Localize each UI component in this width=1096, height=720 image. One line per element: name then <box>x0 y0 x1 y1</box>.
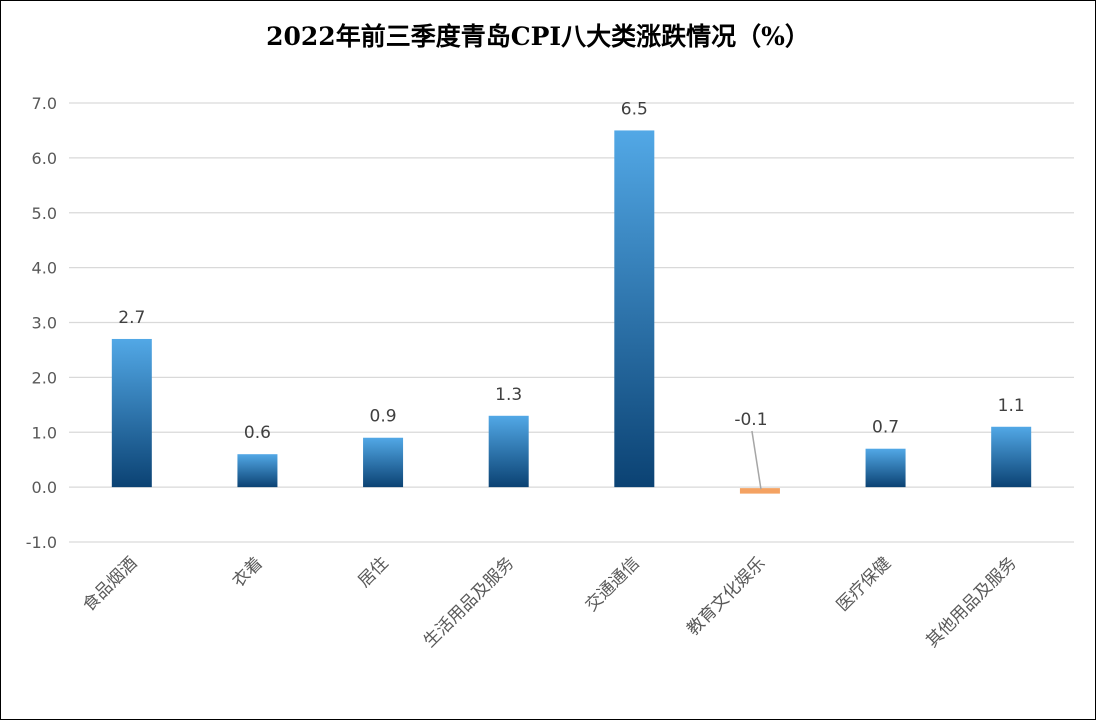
y-tick-label: 0.0 <box>32 478 57 497</box>
data-label: 1.1 <box>998 396 1025 416</box>
x-category-label: 衣着 <box>229 553 267 591</box>
bar <box>739 488 780 494</box>
data-label: 0.7 <box>872 418 899 438</box>
x-category-label: 医疗保健 <box>833 553 895 615</box>
data-label: 2.7 <box>118 308 145 328</box>
bar <box>237 454 278 488</box>
y-tick-label: 4.0 <box>32 259 57 278</box>
data-label: 1.3 <box>495 385 522 405</box>
data-label: 6.5 <box>621 99 648 119</box>
data-label: 0.9 <box>370 407 397 427</box>
x-category-label: 食品烟酒 <box>79 553 141 615</box>
bar <box>488 415 529 488</box>
y-tick-label: 6.0 <box>32 149 57 168</box>
y-tick-label: 2.0 <box>32 368 57 387</box>
x-category-label: 其他用品及服务 <box>922 553 1020 651</box>
y-tick-label: -1.0 <box>26 533 57 552</box>
x-category-label: 生活用品及服务 <box>420 553 518 651</box>
y-tick-label: 3.0 <box>32 314 57 333</box>
bar <box>614 130 655 488</box>
x-category-label: 交通通信 <box>582 553 644 615</box>
x-category-label: 居住 <box>354 553 392 591</box>
y-tick-label: 5.0 <box>32 204 57 223</box>
bar <box>991 426 1032 488</box>
bar <box>865 448 906 488</box>
chart-title: 2022年前三季度青岛CPI八大类涨跌情况（%） <box>266 22 810 51</box>
data-label: 0.6 <box>244 423 271 443</box>
bar <box>111 338 152 488</box>
leader-line <box>751 430 762 490</box>
x-category-label: 教育文化娱乐 <box>683 553 769 639</box>
bar <box>363 437 404 488</box>
data-label: -0.1 <box>734 410 767 430</box>
y-tick-label: 7.0 <box>32 94 57 113</box>
y-tick-label: 1.0 <box>32 423 57 442</box>
